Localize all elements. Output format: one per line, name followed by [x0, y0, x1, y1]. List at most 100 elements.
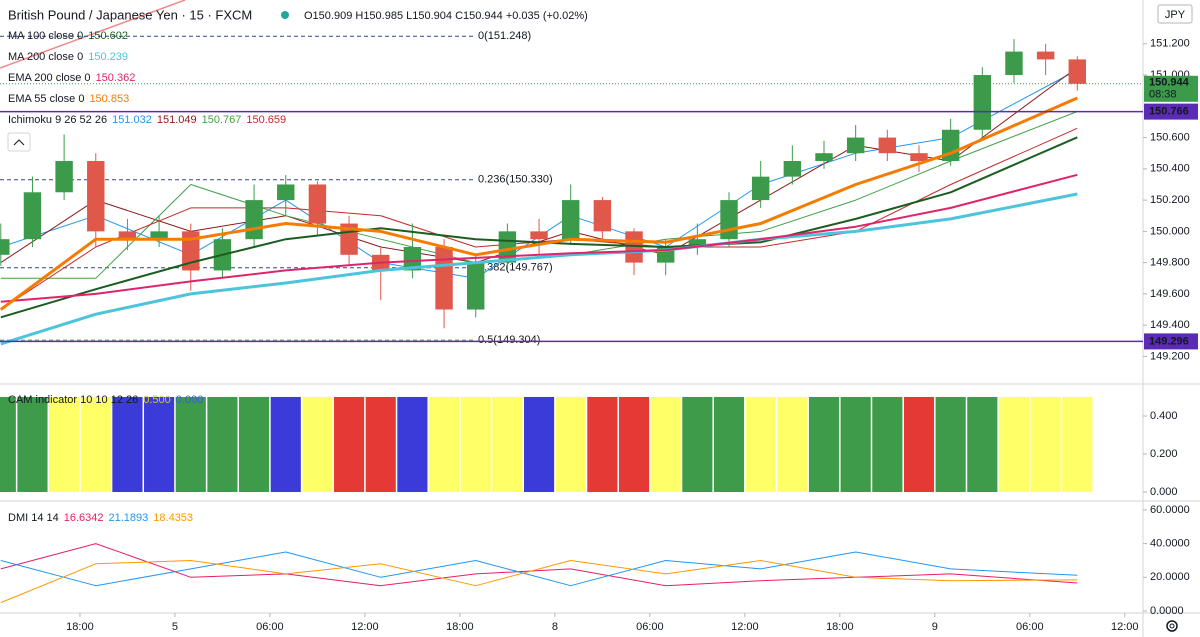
x-tick-label: 18:00 — [66, 621, 94, 633]
legend-row: CAM indicator 10 10 12 26 0.500 0.000 — [8, 394, 203, 406]
candle-body — [720, 200, 738, 240]
indicator-bar — [460, 396, 491, 493]
candle-body — [783, 161, 802, 177]
legend-name: MA 200 close 0 — [8, 51, 83, 63]
candle-body — [530, 231, 548, 240]
x-tick-label: 18:00 — [446, 621, 474, 633]
indicator-bar — [175, 396, 206, 493]
candle-body — [277, 184, 295, 201]
x-tick-label: 12:00 — [1111, 621, 1139, 633]
y-tick-label: 149.400 — [1150, 319, 1190, 331]
indicator-bar — [144, 396, 175, 493]
x-tick-label: 06:00 — [636, 621, 664, 633]
legend-value: 151.049 — [157, 114, 197, 126]
candle-body — [87, 161, 105, 232]
fib-label: 0.236(150.330) — [478, 174, 553, 186]
legend-row: EMA 200 close 0 150.362 — [8, 72, 135, 84]
candle-body — [593, 200, 612, 232]
legend-name: DMI 14 14 — [8, 512, 59, 524]
indicator-bar — [745, 396, 776, 493]
gear-center[interactable] — [1169, 623, 1175, 629]
indicator-bar — [492, 396, 523, 493]
candle-body — [910, 153, 928, 162]
legend-value: 0.500 — [143, 394, 171, 406]
legend-value: 150.362 — [96, 72, 136, 84]
bar-countdown: 08:38 — [1149, 89, 1177, 101]
candle-body — [625, 231, 643, 263]
legend-name: CAM indicator 10 10 12 26 — [8, 394, 138, 406]
y-tick-label: 149.600 — [1150, 288, 1190, 300]
legend-name: MA 100 close 0 — [8, 30, 83, 42]
fib-label: 0.382(149.767) — [478, 262, 553, 274]
indicator-bar — [808, 396, 840, 493]
y-tick-label: 151.200 — [1150, 38, 1190, 50]
indicator-bar — [270, 396, 301, 493]
y-tick-label: 150.200 — [1150, 194, 1190, 206]
y-tick-label: 150.600 — [1150, 131, 1190, 143]
moving-average — [0, 192, 1078, 346]
indicator-bar — [112, 396, 143, 493]
price-tag — [1144, 333, 1198, 350]
candle-body — [0, 239, 10, 255]
gear[interactable] — [1166, 620, 1178, 632]
y-tick-label: 40.0000 — [1150, 538, 1190, 550]
candle-body — [751, 176, 770, 201]
x-tick-label: 18:00 — [826, 621, 854, 633]
currency-badge[interactable] — [1157, 4, 1193, 24]
x-tick-label: 8 — [552, 621, 558, 633]
candle-body — [878, 137, 897, 154]
collapse-legend-button[interactable] — [7, 132, 31, 152]
indicator-bar — [998, 396, 1030, 493]
y-tick-label: 150.000 — [1150, 225, 1190, 237]
moving-average — [0, 173, 1078, 303]
legend-value: 16.6342 — [64, 512, 104, 524]
candle-body — [498, 231, 517, 263]
y-tick-label: 0.0000 — [1150, 605, 1184, 617]
legend-row: EMA 55 close 0 150.853 — [8, 93, 129, 105]
legend-name: EMA 55 close 0 — [8, 93, 84, 105]
candle-body — [403, 246, 422, 271]
moving-average — [0, 136, 1078, 319]
candle-body — [815, 153, 833, 162]
fib-label: 0(151.248) — [478, 30, 531, 42]
y-tick-label: 0.200 — [1150, 448, 1178, 460]
legend-row: MA 100 close 0 150.602 — [8, 30, 128, 42]
y-tick-label: 20.0000 — [1150, 571, 1190, 583]
indicator-bar — [840, 396, 871, 493]
indicator-bar — [428, 396, 460, 493]
symbol-title[interactable]: British Pound / Japanese Yen · 15 · FXCM — [8, 7, 252, 22]
legend-row: DMI 14 14 16.6342 21.1893 18.4353 — [8, 512, 193, 524]
currency-label[interactable]: JPY — [1165, 9, 1186, 21]
candle-body — [562, 200, 580, 240]
price-tag-label: 150.766 — [1149, 106, 1189, 118]
ohlc-quote: O150.909 H150.985 L150.904 C150.944 +0.0… — [304, 10, 588, 22]
fib-label: 0.5(149.304) — [478, 334, 540, 346]
legend-value: 21.1893 — [109, 512, 149, 524]
legend-name: Ichimoku 9 26 52 26 — [8, 114, 107, 126]
indicator-bar — [713, 396, 745, 493]
y-tick-label: 149.200 — [1150, 350, 1190, 362]
indicator-bar — [872, 396, 903, 493]
y-tick-label: 60.0000 — [1150, 504, 1190, 516]
candle-body — [467, 262, 485, 310]
indicator-bar — [17, 396, 48, 493]
trend-line[interactable] — [0, 0, 186, 69]
settings-icon[interactable] — [1166, 620, 1178, 632]
collapse-icon[interactable] — [13, 139, 25, 146]
indicator-bar — [967, 396, 998, 493]
candle-body — [245, 200, 263, 240]
last-price-tag — [1144, 75, 1198, 102]
indicator-bar — [80, 396, 111, 493]
y-tick-label: 150.400 — [1150, 163, 1190, 175]
candle-body — [1036, 51, 1055, 60]
indicator-bar — [523, 396, 555, 493]
indicator-bar — [1062, 396, 1093, 493]
indicator-bar — [0, 396, 16, 493]
last-price-label: 150.944 — [1149, 77, 1190, 89]
moving-average — [0, 96, 1078, 311]
legend-value: 150.659 — [246, 114, 286, 126]
legend-value: 150.853 — [89, 93, 129, 105]
legend-value: 150.602 — [88, 30, 128, 42]
